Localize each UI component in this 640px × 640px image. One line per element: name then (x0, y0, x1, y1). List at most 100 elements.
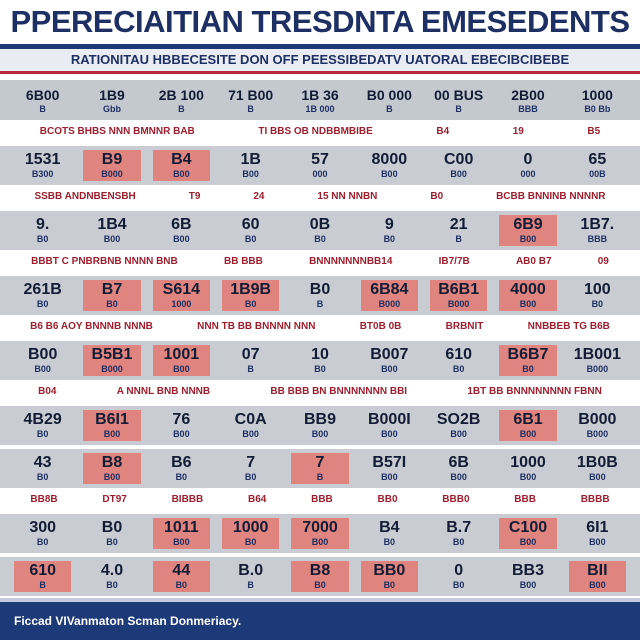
section-label: NNBBEB TG B6B (527, 320, 610, 332)
table-cell: B4 B00 (152, 150, 210, 181)
cell-value: 7 (315, 454, 325, 471)
section-label: BBB0 (442, 493, 470, 505)
cell-value: B0 000 (366, 86, 412, 103)
subtitle: RATIONITAU HBBECESITE DON OFF PEESSIBEDA… (0, 44, 640, 74)
footer: Ficcad VIVanmaton Scman Donmeriacy. (0, 598, 640, 640)
table-cell: 261B B0 (14, 280, 71, 311)
cell-value: 6B84 (370, 281, 409, 298)
section-label: BBB (514, 493, 536, 505)
table-cell: 6B9 B00 (499, 215, 557, 246)
cell-value: 610 (29, 562, 57, 579)
table-cell: 76 B00 (153, 410, 210, 441)
section-label: BB BBB BN BNNNNNNN BBI (270, 385, 408, 397)
cell-value: B6 (171, 454, 192, 471)
cell-value: 6B00 (25, 86, 60, 103)
table-cell: 57 000 (291, 150, 348, 181)
cell-value: 1B0B (576, 454, 618, 471)
cell-subvalue: B00 (519, 580, 537, 590)
cell-value: B9 (101, 151, 123, 168)
cell-value: 261B (23, 281, 62, 298)
table-cell: 100 B0 (569, 280, 626, 311)
section-label: 19 (512, 125, 524, 137)
cell-subvalue: B00 (450, 472, 467, 482)
cell-value: C0A (234, 411, 267, 428)
data-row: B00 B00 B5B1 B000 1001 B00 07 B 10 B0 B007 B00 610 B0… (0, 337, 640, 380)
cell-subvalue: B0 (36, 537, 49, 547)
table-cell: 4B29 B0 (14, 410, 71, 441)
section-label: 15 NN NNBN (317, 190, 378, 202)
cell-subvalue: B (247, 103, 254, 114)
cell-subvalue: B00 (589, 537, 606, 547)
section-label: BBBB (580, 493, 610, 505)
cell-value: C100 (508, 519, 548, 536)
cell-value: 1001 (163, 346, 200, 363)
table-cell: B8 B00 (83, 453, 141, 484)
cell-value: 6B (171, 216, 192, 233)
cell-subvalue: B0 (314, 580, 326, 590)
cell-subvalue: B00 (519, 472, 537, 482)
cell-subvalue: B00 (103, 429, 121, 439)
cell-subvalue: B0 (36, 299, 49, 309)
cell-value: 6B (448, 454, 469, 471)
table-cell: 1B001 B000 (569, 345, 626, 376)
cell-subvalue: B00 (311, 429, 329, 439)
cell-subvalue: B00 (381, 364, 398, 374)
cell-subvalue: B0 (452, 537, 465, 547)
cell-subvalue: B000 (586, 364, 609, 374)
section-label: B4 (436, 125, 450, 137)
cell-subvalue: 1000 (171, 299, 192, 309)
table-cell: 60 B0 (222, 215, 279, 246)
cell-subvalue: B0 (175, 472, 188, 482)
cell-value: 6B9 (513, 216, 543, 233)
cell-value: 8000 (371, 151, 408, 168)
table-cell: 1B9 Gbb (83, 85, 140, 116)
cell-subvalue: 000 (312, 169, 328, 179)
section-label: B5 (587, 125, 601, 137)
cell-value: 71 B00 (228, 86, 274, 103)
cell-value: B0 (101, 519, 123, 536)
table-cell: 1B0B B00 (569, 453, 626, 484)
cell-subvalue: B000 (378, 299, 401, 309)
table-cell: 1000 B00 (499, 453, 556, 484)
cell-subvalue: B000 (101, 169, 123, 179)
cell-subvalue: B (39, 103, 46, 114)
cell-value: 9. (35, 216, 50, 233)
table-cell: 00 BUS B (430, 85, 487, 116)
table-cell: 07 B (222, 345, 279, 376)
data-row: 4B29 B0 B6I1 B00 76 B00 C0A B00 BB9 B00 B000I B00 SO… (0, 402, 640, 445)
data-row: 9. B0 1B4 B00 6B B00 60 B0 0B B0 9 B0 21 B 6B9 B00 1B7. B… (0, 207, 640, 250)
table-cell: 8000 B00 (361, 150, 418, 181)
table-cell: B5B1 B000 (83, 345, 141, 376)
cell-value: 9 (384, 216, 394, 233)
cell-subvalue: Gbb (102, 103, 121, 114)
cell-value: 0 (523, 151, 533, 168)
cell-subvalue: B00 (173, 169, 190, 179)
cell-subvalue: B00 (589, 580, 606, 590)
table-cell: B000 B000 (569, 410, 626, 441)
table-cell: 6B B00 (153, 215, 210, 246)
section-label: T9 (188, 190, 201, 202)
table-cell: 6B84 B000 (360, 280, 418, 311)
cell-subvalue: B (247, 364, 254, 374)
table-cell: 1531 B300 (14, 150, 71, 181)
cell-value: BB9 (303, 411, 336, 428)
cell-value: 21 (449, 216, 468, 233)
table-cell: 610 B (14, 561, 72, 592)
cell-subvalue: B00 (311, 537, 329, 547)
cell-subvalue: 1B 000 (305, 103, 335, 114)
table-cell: B0 B (291, 280, 348, 311)
cell-subvalue: B00 (381, 429, 398, 439)
table-cell: B6B7 B0 (499, 345, 557, 376)
table-cell: 9 B0 (361, 215, 418, 246)
table-cell: B57I B00 (361, 453, 418, 484)
cell-value: B.7 (446, 519, 472, 536)
data-row: 1531 B300 B9 B000 B4 B00 1B B00 57 000 8000 B00 C00 B… (0, 142, 640, 185)
section-label: A NNNL BNB NNNB (116, 385, 211, 397)
cell-value: B8 (309, 562, 331, 579)
section-label: BIBBB (171, 493, 204, 505)
table-cell: C0A B00 (222, 410, 279, 441)
cell-value: 65 (588, 151, 607, 168)
section-label: TI BBS OB NDBBMBIBE (258, 125, 373, 137)
